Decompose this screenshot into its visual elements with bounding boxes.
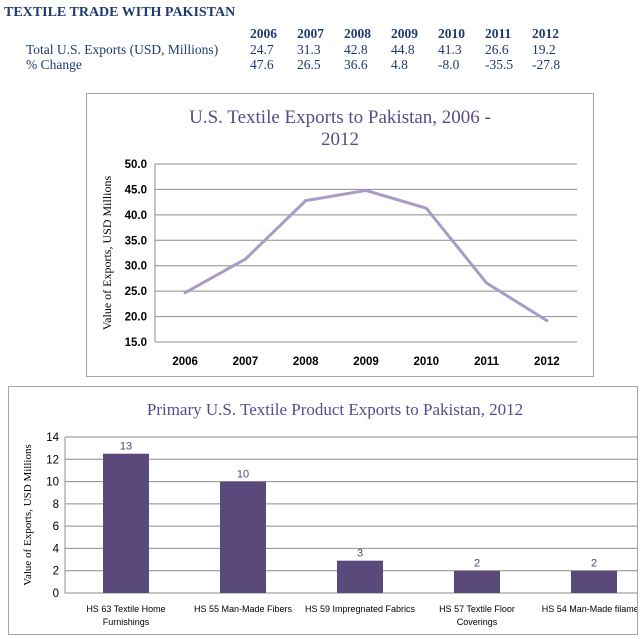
data-label: 3: [357, 548, 363, 560]
y-tick-label: 50.0: [125, 159, 147, 171]
y-tick-label: 12: [46, 454, 59, 466]
table-cell: 44.8: [391, 42, 415, 57]
table-cell: -35.5: [485, 57, 514, 72]
x-tick-label: 2006: [172, 356, 198, 368]
bar: [103, 453, 149, 593]
x-tick-label: Furnishings: [103, 617, 150, 627]
table-cell: 19.2: [532, 42, 556, 57]
table-header-year: 2011: [485, 26, 512, 41]
table-header-blank: [26, 26, 250, 42]
data-label: 10: [237, 469, 249, 481]
x-tick-label: 2011: [474, 356, 500, 368]
table-header-year: 2007: [297, 26, 324, 41]
data-point: [545, 319, 549, 323]
y-tick-label: 2: [53, 566, 59, 578]
x-tick-label: HS 63 Textile Home: [86, 604, 165, 614]
y-tick-label: 20.0: [125, 312, 147, 324]
table-header-year: 2010: [438, 26, 465, 41]
y-tick-label: 6: [53, 521, 59, 533]
table-cell: -8.0: [438, 57, 460, 72]
table-cell: -27.8: [532, 57, 561, 72]
x-tick-label: 2008: [293, 356, 319, 368]
data-label: 2: [474, 558, 480, 570]
table-cell: 36.6: [344, 57, 368, 72]
data-point: [424, 206, 428, 210]
trade-table: 2006 2007 2008 2009 2010 2011 2012 Total…: [26, 26, 579, 72]
table-header-year: 2012: [532, 26, 559, 41]
y-tick-label: 8: [53, 499, 59, 511]
chart-title: 2012: [321, 129, 359, 150]
table-row-label: % Change: [26, 57, 82, 72]
table-row: % Change 47.6 26.5 36.6 4.8 -8.0 -35.5 -…: [26, 57, 579, 72]
data-point: [243, 257, 247, 261]
y-axis-label: Value of Exports, USD Millions: [22, 444, 34, 585]
y-tick-label: 14: [46, 432, 59, 444]
bar-chart-svg: Primary U.S. Textile Product Exports to …: [22, 400, 640, 627]
x-tick-label: HS 59 Impregnated Fabrics: [305, 604, 416, 614]
y-tick-label: 40.0: [125, 210, 147, 222]
y-tick-label: 0: [53, 588, 59, 600]
bar: [220, 481, 266, 593]
table-header-year: 2009: [391, 26, 418, 41]
table-header-year: 2006: [250, 26, 277, 41]
table-header-year: 2008: [344, 26, 371, 41]
chart-title: Primary U.S. Textile Product Exports to …: [147, 400, 523, 419]
x-tick-label: HS 57 Textile Floor: [439, 604, 515, 614]
table-cell: 24.7: [250, 42, 274, 57]
y-tick-label: 25.0: [125, 286, 147, 298]
x-tick-label: 2009: [353, 356, 379, 368]
table-row-label: Total U.S. Exports (USD, Millions): [26, 42, 219, 57]
y-tick-label: 30.0: [125, 261, 147, 273]
y-tick-label: 45.0: [125, 184, 147, 196]
table-cell: 47.6: [250, 57, 274, 72]
line-chart-svg: U.S. Textile Exports to Pakistan, 2006 -…: [100, 107, 577, 368]
x-tick-label: 2007: [233, 356, 259, 368]
table-row: Total U.S. Exports (USD, Millions) 24.7 …: [26, 42, 579, 57]
bar-chart: Primary U.S. Textile Product Exports to …: [8, 386, 640, 635]
data-label: 13: [120, 441, 132, 453]
bar: [454, 570, 500, 593]
data-label: 2: [591, 558, 597, 570]
x-tick-label: Coverings: [457, 617, 498, 627]
y-tick-label: 15.0: [125, 337, 147, 349]
table-cell: 42.8: [344, 42, 368, 57]
chart-title: U.S. Textile Exports to Pakistan, 2006 -: [189, 107, 491, 128]
data-point: [183, 291, 187, 295]
bar: [337, 560, 383, 593]
y-tick-label: 4: [53, 543, 60, 555]
table-cell: 4.8: [391, 57, 408, 72]
table-cell: 31.3: [297, 42, 321, 57]
x-tick-label: HS 54 Man-Made filament: [542, 604, 637, 614]
data-point: [304, 199, 308, 203]
table-cell: 26.6: [485, 42, 509, 57]
x-tick-label: 2010: [413, 356, 439, 368]
series-line: [184, 188, 548, 322]
line-chart: U.S. Textile Exports to Pakistan, 2006 -…: [86, 93, 594, 377]
y-axis-label: Value of Exports, USD Millions: [100, 176, 114, 331]
report-title: TEXTILE TRADE WITH PAKISTAN: [4, 5, 236, 20]
y-tick-label: 35.0: [125, 235, 147, 247]
table-header-row: 2006 2007 2008 2009 2010 2011 2012: [26, 26, 579, 42]
x-tick-label: HS 55 Man-Made Fibers: [194, 604, 293, 614]
x-tick-label: 2012: [534, 356, 560, 368]
table-cell: 41.3: [438, 42, 462, 57]
y-tick-label: 10: [46, 477, 59, 489]
data-point: [485, 281, 489, 285]
table-cell: 26.5: [297, 57, 321, 72]
data-point: [364, 188, 368, 192]
bar: [571, 570, 617, 593]
